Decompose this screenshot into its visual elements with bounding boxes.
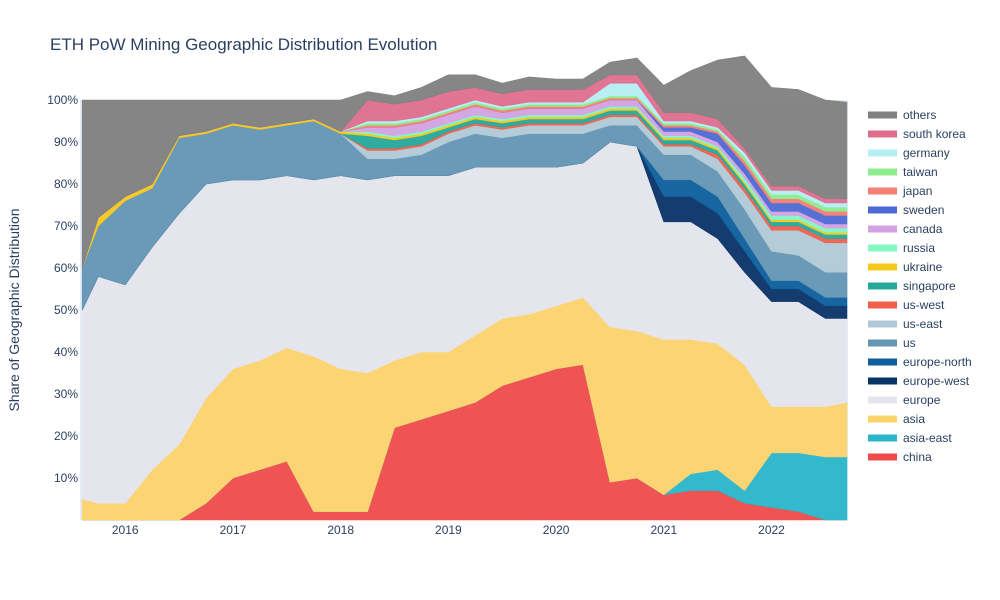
legend-item-sweden[interactable]: sweden [868,203,944,217]
y-tick-label: 10% [54,471,78,485]
y-tick-label: 90% [54,135,78,149]
legend-label: us [903,336,916,350]
y-tick-label: 70% [54,219,78,233]
legend-swatch [868,358,897,366]
legend-swatch [868,339,897,347]
y-axis-ticks: 10% 20% 30% 40% 50% 60% 70% 80% 90% 100% [47,93,78,485]
legend-label: japan [902,184,932,198]
legend-item-south-korea[interactable]: south korea [868,127,966,141]
legend-item-asia-east[interactable]: asia-east [868,431,952,445]
legend-swatch [868,282,897,290]
y-tick-label: 60% [54,261,78,275]
legend-label: europe-west [903,374,970,388]
legend-label: europe-north [903,355,972,369]
legend-item-china[interactable]: china [868,450,932,464]
x-tick-label: 2022 [758,523,785,537]
legend-swatch [868,415,897,423]
legend-swatch [868,225,897,233]
legend-label: south korea [903,127,966,141]
legend-swatch [868,301,897,309]
legend-label: china [903,450,932,464]
x-tick-label: 2016 [112,523,139,537]
legend-label: germany [903,146,950,160]
y-tick-label: 50% [54,303,78,317]
legend-swatch [868,396,897,404]
y-tick-label: 20% [54,429,78,443]
area-others [81,55,848,269]
legend-swatch [868,206,897,214]
legend-item-ukraine[interactable]: ukraine [868,260,943,274]
legend-swatch [868,168,897,176]
x-tick-label: 2019 [435,523,462,537]
x-tick-label: 2017 [220,523,247,537]
legend-item-europe[interactable]: europe [868,393,941,407]
legend-label: ukraine [903,260,943,274]
legend-label: asia [903,412,925,426]
legend-item-canada[interactable]: canada [868,222,943,236]
legend-item-us-west[interactable]: us-west [868,298,945,312]
y-axis-label: Share of Geographic Distribution [6,208,22,411]
legend-label: others [903,108,936,122]
legend-swatch [868,263,897,271]
x-tick-label: 2018 [327,523,354,537]
legend-label: russia [903,241,935,255]
legend-label: europe [903,393,941,407]
legend-swatch [868,111,897,119]
legend-item-russia[interactable]: russia [868,241,935,255]
y-tick-label: 100% [47,93,78,107]
legend-swatch [868,320,897,328]
legend-swatch [868,377,897,385]
chart-title: ETH PoW Mining Geographic Distribution E… [50,35,437,54]
legend-item-asia[interactable]: asia [868,412,925,426]
legend-swatch [868,244,897,252]
stacked-areas [81,55,848,521]
legend-item-taiwan[interactable]: taiwan [868,165,938,179]
legend-swatch [868,187,897,195]
legend-label: us-west [903,298,945,312]
y-tick-label: 80% [54,177,78,191]
legend-label: taiwan [903,165,938,179]
legend-item-germany[interactable]: germany [868,146,950,160]
x-axis-ticks: 2016 2017 2018 2019 2020 2021 2022 [112,523,785,537]
legend: others south korea germany taiwan japan swede… [868,108,972,464]
y-tick-label: 30% [54,387,78,401]
legend-item-europe-north[interactable]: europe-north [868,355,972,369]
legend-swatch [868,453,897,461]
legend-swatch [868,434,897,442]
legend-label: us-east [903,317,943,331]
x-tick-label: 2021 [650,523,677,537]
legend-item-europe-west[interactable]: europe-west [868,374,970,388]
legend-label: canada [903,222,943,236]
legend-swatch [868,130,897,138]
legend-swatch [868,149,897,157]
legend-label: sweden [903,203,944,217]
x-tick-label: 2020 [543,523,570,537]
legend-item-singapore[interactable]: singapore [868,279,956,293]
legend-label: singapore [903,279,956,293]
legend-item-us-east[interactable]: us-east [868,317,943,331]
legend-item-japan[interactable]: japan [868,184,932,198]
y-tick-label: 40% [54,345,78,359]
legend-item-others[interactable]: others [868,108,936,122]
legend-item-us[interactable]: us [868,336,916,350]
legend-label: asia-east [903,431,952,445]
